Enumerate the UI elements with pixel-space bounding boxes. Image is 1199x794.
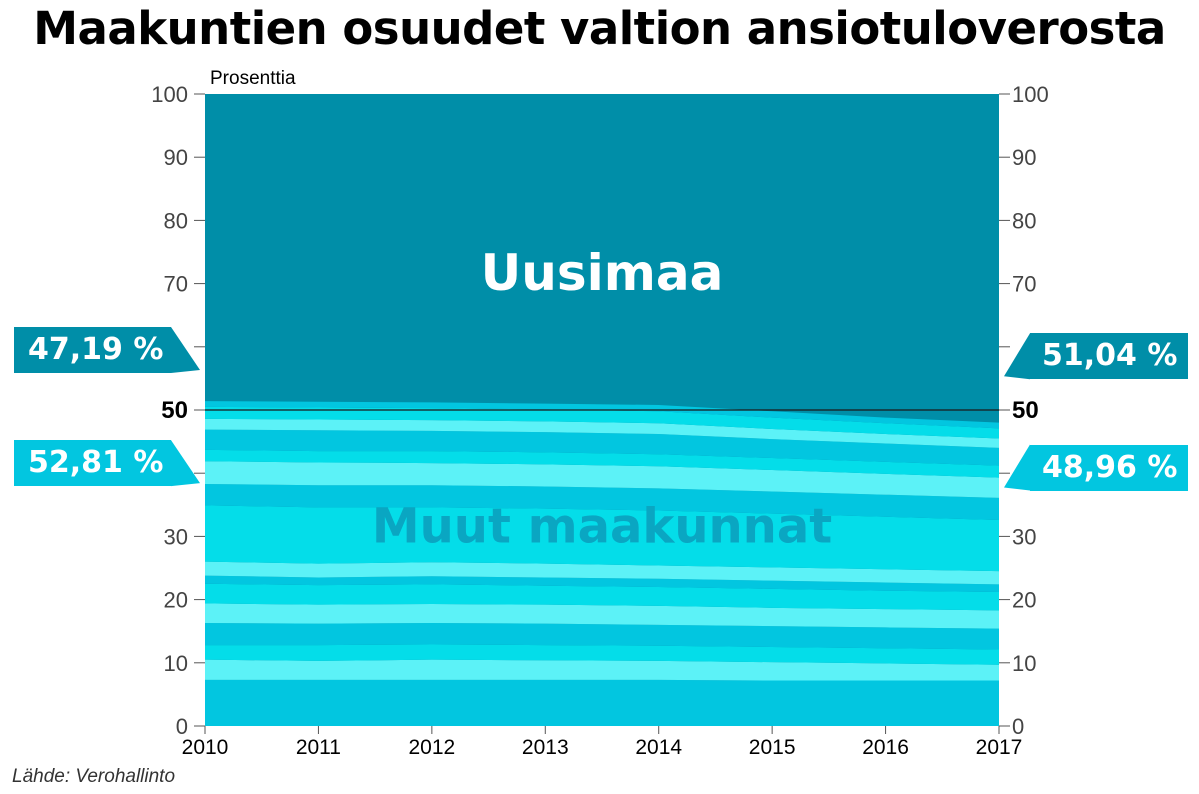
x-tick-label: 2014 xyxy=(635,736,682,759)
series-label-uusimaa: Uusimaa xyxy=(481,244,724,302)
area-band-muut-maakunnat xyxy=(205,461,999,498)
y-tick-label-left: 100 xyxy=(151,82,188,107)
y-tick-label-left: 50 xyxy=(161,397,188,424)
series-label-muut-maakunnat: Muut maakunnat xyxy=(372,499,832,555)
source-label: Lähde: Verohallinto xyxy=(12,766,176,787)
y-tick-label-left: 30 xyxy=(164,524,188,549)
x-tick-label: 2016 xyxy=(862,736,909,759)
area-band-muut-maakunnat xyxy=(205,406,999,439)
chart-title: Maakuntien osuudet valtion ansiotulovero… xyxy=(33,2,1166,55)
annotation-pointer xyxy=(171,326,200,373)
area-band-muut-maakunnat xyxy=(205,679,999,726)
y-tick-label-right: 10 xyxy=(1012,651,1036,676)
area-band-muut-maakunnat xyxy=(205,429,999,466)
y-tick-label-right: 50 xyxy=(1012,397,1039,424)
area-band-muut-maakunnat xyxy=(205,401,999,429)
y-tick-label-right: 20 xyxy=(1012,588,1036,613)
annotation-left-muut-maakunnat: 52,81 % xyxy=(14,440,171,487)
x-tick-label: 2017 xyxy=(976,736,1023,759)
x-tick-label: 2015 xyxy=(749,736,796,759)
y-tick-label-left: 80 xyxy=(164,208,188,233)
area-band-muut-maakunnat xyxy=(205,449,999,478)
annotation-left-uusimaa: 47,19 % xyxy=(14,326,171,373)
area-band-muut-maakunnat xyxy=(205,561,999,585)
area-band-muut-maakunnat xyxy=(205,505,999,572)
x-tick-label: 2011 xyxy=(296,736,341,759)
y-tick-label-left: 0 xyxy=(176,714,188,739)
area-band-muut-maakunnat xyxy=(205,575,999,593)
annotation-pointer xyxy=(1004,444,1030,491)
area-band-muut-maakunnat xyxy=(205,644,999,665)
y-tick-label-right: 70 xyxy=(1012,272,1036,297)
annotation-pointer xyxy=(1004,333,1030,380)
area-band-muut-maakunnat xyxy=(205,659,999,681)
area-band-muut-maakunnat xyxy=(205,622,999,650)
unit-label: Prosenttia xyxy=(210,68,296,89)
y-tick-label-left: 90 xyxy=(164,145,188,170)
x-tick-label: 2013 xyxy=(522,736,569,759)
y-tick-label-right: 100 xyxy=(1012,82,1049,107)
area-band-muut-maakunnat xyxy=(205,483,999,520)
y-tick-label-right: 90 xyxy=(1012,145,1036,170)
x-tick-label: 2012 xyxy=(408,736,455,759)
y-tick-label-left: 70 xyxy=(164,272,188,297)
y-tick-label-right: 30 xyxy=(1012,524,1036,549)
chart-axes: 0 0 10 10 20 20 30 30 50 50 70 70 80 80 90 90 100 100 2010… xyxy=(151,82,1048,759)
area-band-muut-maakunnat xyxy=(205,583,999,611)
y-tick-label-left: 10 xyxy=(164,651,188,676)
y-tick-label-right: 0 xyxy=(1012,714,1024,739)
x-tick-label: 2010 xyxy=(182,736,229,759)
annotation-pointer xyxy=(171,440,200,487)
y-tick-label-right: 80 xyxy=(1012,208,1036,233)
area-band-muut-maakunnat xyxy=(205,603,999,629)
area-band-muut-maakunnat xyxy=(205,418,999,448)
annotation-right-uusimaa: 51,04 % xyxy=(1030,333,1188,380)
chart-series-labels: Uusimaa Muut maakunnat xyxy=(372,244,832,555)
y-tick-label-left: 20 xyxy=(164,588,188,613)
annotation-right-muut-maakunnat: 48,96 % xyxy=(1030,444,1188,491)
